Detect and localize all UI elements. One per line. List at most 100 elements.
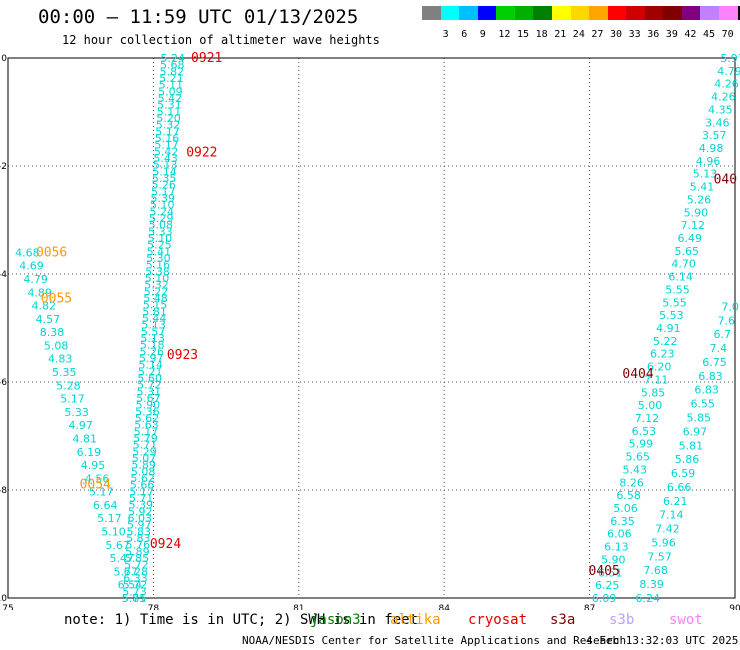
colorbar-tick-label: 6 [461,29,468,40]
wave-height-value: 5.81 [142,305,167,318]
colorbar-tick-label: 42 [684,29,697,40]
colorbar-swatch [719,6,738,20]
wave-height-value: 5.44 [142,312,167,325]
wave-height-value: 5.29 [132,445,157,458]
wave-height-value: 5.20 [156,112,181,125]
wave-height-value: 5.17 [155,125,180,138]
colorbar-tick-label: 70 (ft) [721,29,740,40]
satellite-legend-s3a: s3a [550,612,576,628]
wave-height-value: 4.98 [699,142,724,155]
x-tick-label: 81 [293,604,304,610]
wave-height-value: 5.24 [161,52,186,65]
wave-height-value: 5.32 [144,279,169,292]
wave-height-value: 7.12 [681,219,706,232]
colorbar-tick-label: 12 [498,29,511,40]
wave-height-value: 5.42 [154,145,179,158]
wave-height-value: 5.39 [150,192,175,205]
wave-height-value: 5.00 [638,399,663,412]
wave-height-value: 4.35 [708,103,733,116]
credit-text: NOAA/NESDIS Center for Satellite Applica… [242,634,627,647]
wave-height-value: 5.13 [141,319,166,332]
wave-height-value: 4.96 [696,155,721,168]
colorbar-swatch [589,6,608,20]
wave-height-value: 5.13 [693,168,718,181]
wave-height-value: 6.19 [77,446,102,459]
wave-height-value: 5.90 [136,399,161,412]
wave-height-value: 8.38 [40,326,65,339]
wave-height-value: 5.75 [122,592,147,605]
colorbar-swatch [533,6,552,20]
wave-height-value: 5.82 [160,65,185,78]
wave-height-value: 5.11 [157,105,182,118]
wave-height-value: 5.96 [651,536,676,549]
wave-height-value: 5.55 [662,296,687,309]
wave-height-value: 5.10 [148,232,173,245]
x-tick-label: 84 [438,604,450,610]
wave-height-value: 5.25 [147,239,172,252]
wave-height-value: 6.49 [678,232,703,245]
wave-height-value: 5.08 [131,465,156,478]
wave-height-value: 5.83 [127,525,152,538]
wave-height-value: 5.21 [138,365,163,378]
x-tick-label: 75 [2,604,13,610]
wave-height-value: 6.03 [128,512,153,525]
wave-height-value: 5.31 [157,99,182,112]
wave-height-value: 5.62 [130,472,155,485]
colorbar-swatch [440,6,460,20]
wave-height-value: 8.39 [639,578,664,591]
wave-height-value: 5.97 [127,519,152,532]
wave-height-value: 5.89 [125,545,150,558]
wave-height-value: 5.14 [152,165,177,178]
wave-height-value: 6.58 [616,489,641,502]
x-tick-label: 90 [729,604,740,610]
colorbar-tick-label: 3 [442,29,449,40]
wave-height-value: 6.21 [663,495,688,508]
wave-height-value: 5.26 [151,179,176,192]
wave-height-value: 6.20 [647,361,672,374]
wave-height-value: 5.81 [679,439,704,452]
wave-height-value: 6.75 [702,356,727,369]
wave-height-value: 5.39 [128,499,153,512]
wave-height-value: 5.72 [137,379,162,392]
wave-height-value: 5.41 [690,181,715,194]
wave-height-value: 6.06 [607,528,632,541]
pass-time-label: 0405 [588,564,619,579]
colorbar-tick-label: 9 [479,29,486,40]
wave-height-value: 5.85 [641,386,666,399]
pass-time-label: 0922 [186,146,217,161]
wave-height-value: 5.17 [129,485,154,498]
wave-height-value: 4.81 [73,432,98,445]
colorbar-tick-label: 21 [554,29,567,40]
wave-height-value: 6.25 [595,579,620,592]
x-tick-label: 78 [148,604,160,610]
colorbar-swatch [663,6,682,20]
satellite-legend-jason3: jason3 [310,612,361,628]
wave-height-value: 5.16 [155,132,180,145]
wave-height-value: 3.57 [702,129,727,142]
wave-height-value: 5.33 [64,406,89,419]
colorbar-swatch [681,6,701,20]
wave-height-value: 5.83 [126,532,151,545]
wave-height-value: 5.97 [139,352,164,365]
colorbar-tick-label: 27 [591,29,604,40]
wave-height-value: 5.11 [159,79,184,92]
wave-height-value: 5.17 [154,139,179,152]
wave-height-value: 5.99 [629,438,654,451]
wave-height-value: 5.42 [158,92,183,105]
wave-height-value: 5.65 [674,245,699,258]
wave-height-value: 5.85 [125,552,150,565]
satellite-legend-altika: altika [390,612,441,628]
wave-height-value: 4.95 [81,459,106,472]
colorbar-swatch [514,6,534,20]
wave-height-value: 5.66 [130,479,155,492]
wave-height-value: 5.21 [159,72,184,85]
wave-height-value: 5.43 [622,463,647,476]
wave-height-value: 8.26 [619,476,644,489]
wave-height-value: 5.17 [97,512,122,525]
colorbar-tick-label: 45 [703,29,716,40]
wave-height-value: 4.82 [32,300,57,313]
wave-height-value: 5.22 [653,335,678,348]
wave-height-value: 5.38 [145,265,170,278]
colorbar-tick-label: 39 [665,29,678,40]
